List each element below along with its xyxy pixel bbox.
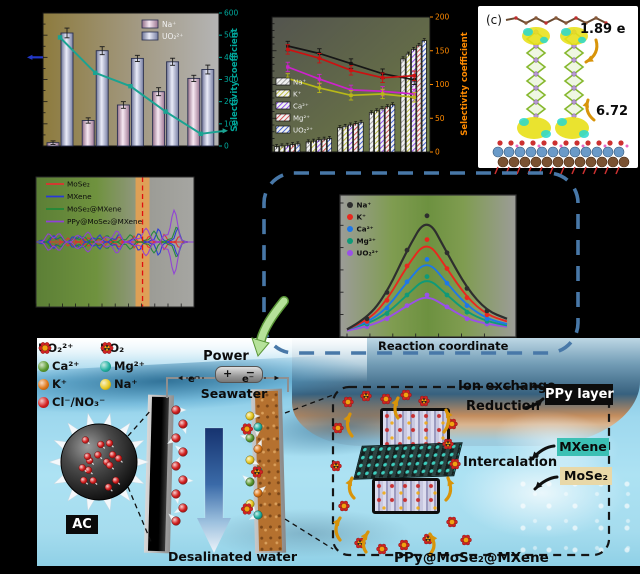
adsorption-value-annotation: 6.72 <box>596 104 628 119</box>
mose2-chip: MoSe₂ <box>560 467 612 485</box>
svg-text:MoSe₂: MoSe₂ <box>67 180 90 189</box>
desalinated-water-label: Desalinated water <box>168 549 297 564</box>
svg-text:PPy@MoSe₂@MXene: PPy@MoSe₂@MXene <box>67 217 143 226</box>
right-axis-label: Selectivity coefficient <box>230 28 240 132</box>
svg-text:50: 50 <box>435 114 445 123</box>
mxene-chip: MXene <box>557 438 609 456</box>
legend-item: Na⁺ <box>100 377 137 391</box>
chart-na-uo2-bar-line: 0 100 200 300 400 500 600 Selectivity coefficie… <box>27 9 240 151</box>
svg-text:Mg²⁺: Mg²⁺ <box>293 115 310 123</box>
chart3-legend: MoSe₂ MXene MoSe₂@MXene PPy@MoSe₂@MXene <box>46 180 143 226</box>
ppy-layer-chip: PPy layer <box>545 384 614 405</box>
legend-label: Na⁺ <box>114 377 138 391</box>
svg-text:0: 0 <box>435 148 440 157</box>
seawater-label: Seawater <box>200 386 268 401</box>
chart-dos-curves: MoSe₂ MXene MoSe₂@MXene PPy@MoSe₂@MXene <box>35 176 195 308</box>
dft-charge-density-figure: (c) 1.89 e 6.72 <box>486 13 630 175</box>
svg-text:200: 200 <box>224 97 239 106</box>
svg-text:600: 600 <box>224 9 239 18</box>
reaction-coordinate-label: Reaction coordinate <box>378 339 509 353</box>
ac-electrode-label: AC <box>66 515 98 534</box>
plus-terminal: + <box>223 367 233 380</box>
svg-text:MoSe₂@MXene: MoSe₂@MXene <box>67 205 122 214</box>
ppy-striped-layer-top <box>380 408 450 448</box>
ion-exchange-label: Ion exchange <box>458 379 556 394</box>
chart-energy-barrier: Na⁺ K⁺ Ca²⁺ Mg²⁺ UO₂²⁺ <box>339 194 517 338</box>
green-zoom-arrow <box>257 297 288 344</box>
uo2-flower-icon <box>100 342 114 354</box>
svg-text:100: 100 <box>435 80 450 89</box>
svg-text:0: 0 <box>224 142 229 151</box>
electron-label-right: e⁻ <box>242 374 255 385</box>
uo2-icon <box>100 342 114 354</box>
svg-text:100: 100 <box>224 119 239 128</box>
mxene-mose2-lattice <box>353 442 463 480</box>
legend-item: Mg²⁺ <box>100 359 145 373</box>
panel-c-label: (c) <box>486 13 502 27</box>
intercalation-label: Intercalation <box>463 455 558 470</box>
right-axis-label: Selectivity coefficient <box>460 32 470 136</box>
reduction-label: Reduction <box>466 399 540 414</box>
Mg²⁺-icon <box>100 360 111 372</box>
svg-text:Na⁺: Na⁺ <box>162 20 176 29</box>
power-label: Power <box>203 349 249 364</box>
svg-text:K⁺: K⁺ <box>293 91 302 99</box>
svg-text:UO₂²⁺: UO₂²⁺ <box>293 127 313 135</box>
svg-text:Ca²⁺: Ca²⁺ <box>357 225 374 234</box>
legend-label: K⁺ <box>52 377 67 391</box>
svg-text:Na⁺: Na⁺ <box>293 79 307 87</box>
svg-text:Na⁺: Na⁺ <box>357 201 372 210</box>
svg-text:K⁺: K⁺ <box>357 213 367 222</box>
svg-text:UO₂²⁺: UO₂²⁺ <box>357 249 379 258</box>
panel-c-dft: (c) 1.89 e 6.72 <box>478 6 638 175</box>
svg-text:MXene: MXene <box>67 192 92 201</box>
legend-label: Cl⁻/NO₃⁻ <box>52 395 106 409</box>
minus-terminal: − <box>245 366 255 379</box>
uranyl-flower-icon <box>38 342 52 354</box>
legend-label: Mg²⁺ <box>114 359 145 373</box>
molecular-structure-art <box>492 16 630 175</box>
svg-text:400: 400 <box>224 53 239 62</box>
ppy-striped-layer-bottom <box>372 478 440 514</box>
power-supply: + − <box>215 366 263 383</box>
charge-transfer-annotation: 1.89 e <box>580 22 626 37</box>
svg-text:150: 150 <box>435 46 450 55</box>
chart-ion-selectivity-bars: 0 50 100 150 200 Selectivity coefficient Na⁺ K⁺… <box>271 13 470 157</box>
legend-item: UO₂²⁺ <box>38 341 73 355</box>
svg-text:500: 500 <box>224 31 239 40</box>
legend-label: Ca²⁺ <box>52 359 80 373</box>
electron-label-left: e⁻ <box>188 374 201 385</box>
svg-text:Mg²⁺: Mg²⁺ <box>357 237 376 246</box>
Na⁺-icon <box>100 378 111 390</box>
Cl⁻/NO₃⁻-icon <box>38 396 49 408</box>
svg-text:UO₂²⁺: UO₂²⁺ <box>162 32 183 41</box>
svg-text:200: 200 <box>435 13 450 22</box>
uranyl-ion-icon <box>38 342 52 354</box>
composite-electrode <box>254 390 283 552</box>
legend-item: Cl⁻/NO₃⁻ <box>38 395 105 409</box>
chart2-legend: Na⁺ K⁺ Ca²⁺ Mg²⁺ UO₂²⁺ <box>275 77 313 135</box>
legend-item: K⁺ <box>38 377 67 391</box>
bubbles-decoration <box>517 478 640 558</box>
legend-item: Ca²⁺ <box>38 359 79 373</box>
svg-text:Ca²⁺: Ca²⁺ <box>293 103 309 111</box>
K⁺-icon <box>38 378 49 390</box>
Ca²⁺-icon <box>38 360 49 372</box>
chart1-legend: Na⁺ UO₂²⁺ <box>141 19 183 41</box>
svg-text:300: 300 <box>224 75 239 84</box>
legend-item: UO₂ <box>100 341 124 355</box>
composite-name-label: PPy@MoSe₂@MXene <box>394 550 549 566</box>
